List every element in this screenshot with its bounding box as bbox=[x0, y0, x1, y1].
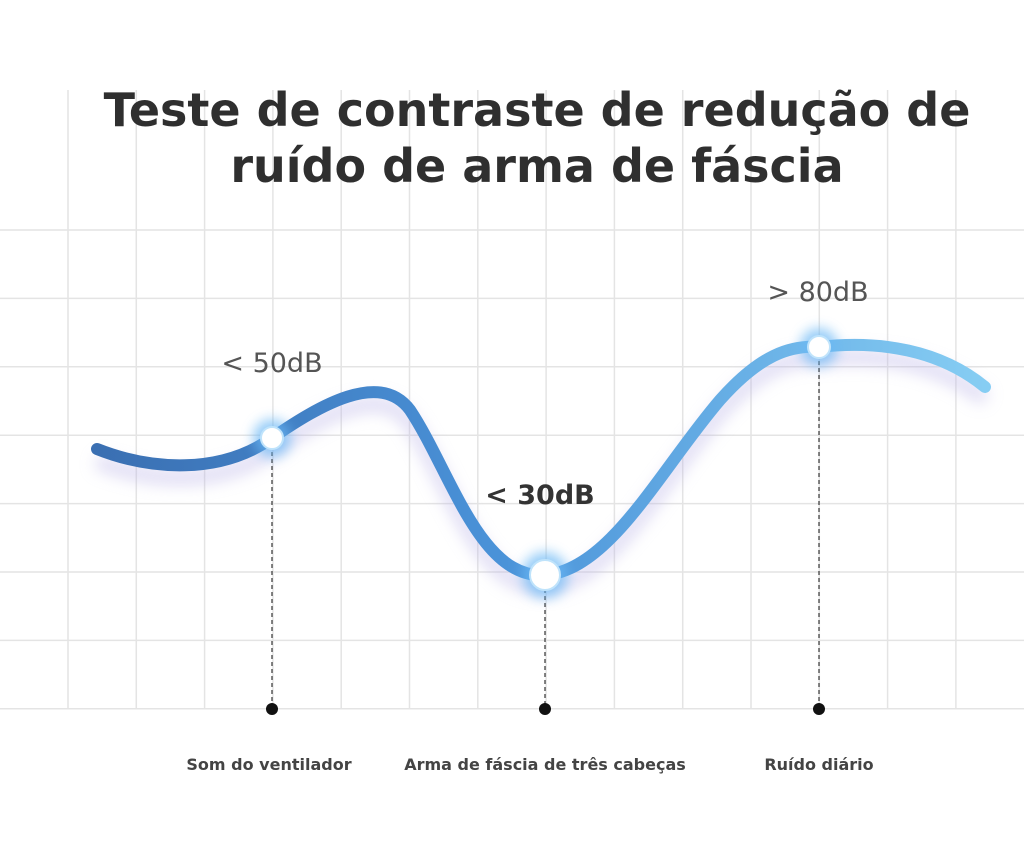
category-label: Ruído diário bbox=[764, 755, 873, 774]
point-label: > 80dB bbox=[767, 277, 868, 308]
title-line: ruído de arma de fáscia bbox=[230, 139, 843, 193]
curve bbox=[91, 338, 991, 582]
point bbox=[260, 426, 284, 450]
axis-dot bbox=[266, 703, 278, 715]
axis-dot bbox=[539, 703, 551, 715]
point-label: < 30dB bbox=[485, 480, 595, 511]
points: < 50dB Som do ventilador < 30dB Arma de fás… bbox=[186, 277, 873, 774]
point bbox=[529, 559, 561, 591]
point bbox=[807, 335, 831, 359]
category-label: Arma de fáscia de três cabeças bbox=[404, 755, 686, 774]
background-grid bbox=[0, 90, 1024, 710]
point-label: < 50dB bbox=[221, 348, 322, 379]
title-line: Teste de contraste de redução de bbox=[104, 83, 971, 137]
category-label: Som do ventilador bbox=[186, 755, 351, 774]
axis-dot bbox=[813, 703, 825, 715]
